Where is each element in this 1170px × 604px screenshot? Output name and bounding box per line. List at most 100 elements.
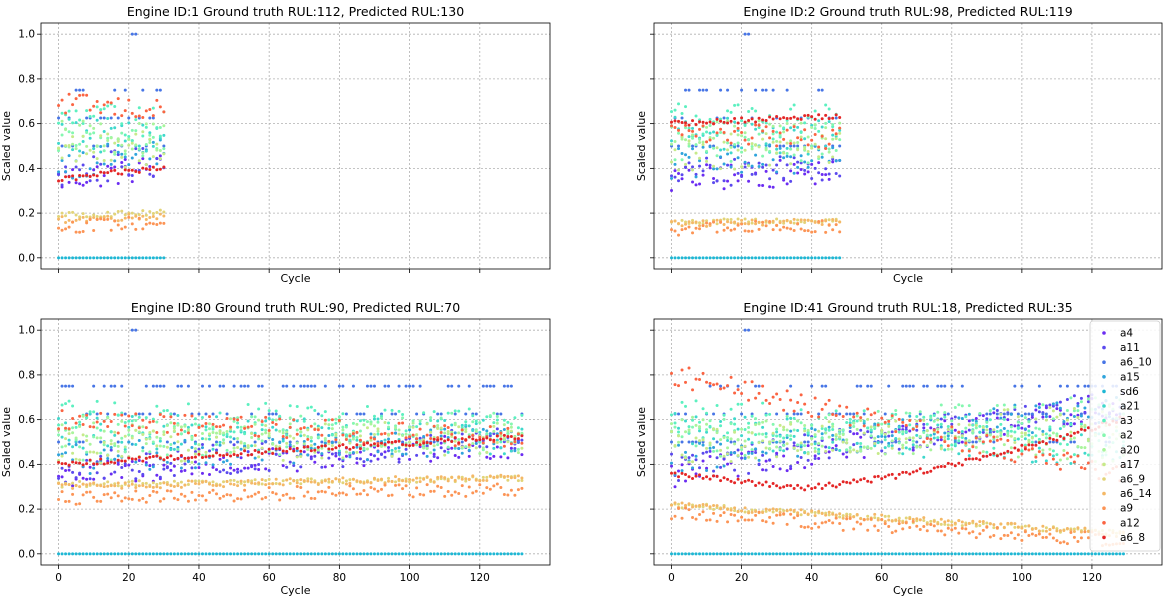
point [495, 482, 499, 486]
point [64, 451, 68, 455]
point [848, 450, 852, 454]
point [211, 463, 215, 467]
point [425, 446, 429, 450]
point [743, 229, 747, 233]
point [673, 229, 677, 233]
point [810, 256, 814, 260]
point [436, 412, 440, 416]
point [239, 441, 243, 445]
point [698, 88, 702, 92]
point [208, 473, 211, 477]
point [320, 465, 324, 469]
point [429, 437, 433, 441]
point [88, 482, 92, 486]
point [123, 256, 127, 260]
point [1083, 451, 1087, 455]
point [743, 120, 747, 124]
point [369, 384, 373, 388]
point [1027, 420, 1031, 424]
point [134, 477, 138, 481]
point [838, 131, 842, 135]
point [334, 493, 338, 497]
plot-area [654, 319, 1162, 565]
point [218, 430, 222, 434]
point [457, 446, 461, 450]
point [144, 500, 148, 504]
point [880, 513, 884, 517]
point [109, 256, 113, 260]
point [827, 161, 831, 164]
point [64, 165, 68, 169]
point [834, 409, 838, 413]
point [120, 413, 124, 417]
point [729, 513, 733, 517]
point [827, 147, 831, 151]
point [782, 449, 786, 453]
point [1086, 453, 1090, 457]
point [820, 552, 824, 556]
point [274, 477, 278, 481]
point [932, 552, 936, 556]
point [327, 485, 331, 489]
point [694, 183, 698, 187]
point [183, 438, 187, 442]
point [943, 522, 947, 526]
point [673, 119, 677, 123]
point [453, 453, 457, 457]
point [313, 454, 317, 458]
point [754, 417, 758, 421]
point [113, 88, 117, 92]
point [278, 498, 282, 502]
point [691, 165, 695, 169]
point [750, 508, 754, 512]
point [974, 426, 978, 430]
point [936, 423, 940, 427]
point [127, 98, 131, 102]
point [1030, 527, 1034, 531]
point [834, 437, 838, 441]
point [677, 440, 681, 444]
point [708, 441, 712, 445]
point [1065, 527, 1069, 531]
series-sd6 [57, 256, 166, 260]
point [460, 484, 464, 488]
point [1020, 414, 1024, 418]
point [464, 412, 468, 416]
point [684, 227, 688, 231]
point [113, 256, 117, 260]
point [694, 134, 698, 138]
point [116, 219, 120, 223]
point [887, 444, 891, 448]
point [789, 464, 793, 468]
series-sd6 [670, 552, 1125, 556]
point [281, 431, 285, 435]
point [274, 444, 278, 448]
series-sd6 [670, 256, 842, 260]
point [64, 256, 68, 260]
point [834, 113, 838, 117]
point [99, 111, 103, 115]
point [757, 463, 761, 467]
point [183, 483, 187, 487]
point [813, 522, 817, 526]
point [712, 449, 716, 453]
point [838, 174, 842, 178]
point [908, 414, 912, 418]
point [148, 464, 152, 468]
point [397, 432, 401, 436]
point [841, 433, 845, 437]
point [834, 148, 838, 152]
point [408, 457, 412, 461]
point [155, 384, 159, 388]
point [60, 215, 64, 219]
point [172, 458, 176, 462]
point [673, 514, 677, 518]
point [179, 384, 183, 388]
point [102, 384, 106, 388]
point [464, 423, 468, 427]
point [162, 458, 166, 462]
point [999, 431, 1003, 435]
point [120, 454, 124, 458]
point [306, 435, 310, 438]
point [60, 483, 64, 487]
